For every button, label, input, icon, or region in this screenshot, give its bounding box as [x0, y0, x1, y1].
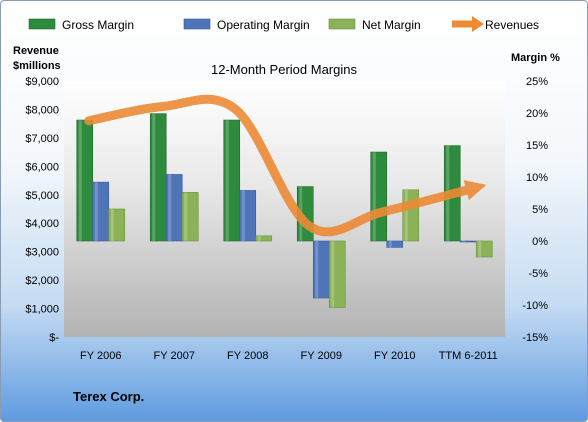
- bar-highlight: [388, 241, 392, 248]
- right-tick-label: -5%: [528, 268, 548, 280]
- left-axis-label-line-1: Revenue: [13, 45, 59, 57]
- category-label: TTM 6-2011: [439, 350, 498, 362]
- company-name: Terex Corp.: [73, 389, 145, 404]
- bar-highlight: [331, 241, 335, 308]
- bar-highlight: [257, 235, 261, 241]
- bar-highlight: [94, 182, 98, 241]
- bar-highlight: [478, 241, 482, 257]
- category-label: FY 2010: [374, 350, 415, 362]
- bar-net-margin: [181, 192, 199, 242]
- bar-net-margin: [475, 240, 493, 258]
- left-tick-label: $5,000: [25, 190, 59, 202]
- right-tick-label: 25%: [526, 76, 548, 88]
- left-tick-label: $9,000: [25, 76, 59, 88]
- bar-highlight: [110, 209, 114, 241]
- bar-highlight: [168, 174, 172, 241]
- left-tick-label: $-: [49, 332, 59, 344]
- left-tick-label: $2,000: [25, 275, 59, 287]
- bar-gross-margin: [223, 119, 241, 242]
- bar-highlight: [152, 113, 156, 241]
- legend-arrow: [472, 16, 484, 32]
- bar-net-margin: [108, 208, 126, 242]
- right-tick-label: 10%: [526, 172, 548, 184]
- bar-operating-margin: [239, 190, 257, 242]
- bar-operating-margin: [386, 240, 404, 248]
- right-axis-label: Margin %: [511, 52, 560, 64]
- bar-highlight: [404, 189, 408, 241]
- left-tick-label: $6,000: [25, 161, 59, 173]
- legend-label: Gross Margin: [62, 18, 134, 32]
- bar-highlight: [315, 241, 319, 298]
- chart-title: 12-Month Period Margins: [211, 62, 357, 77]
- revenue-line: [84, 94, 487, 237]
- category-label: FY 2006: [80, 350, 121, 362]
- bar-highlight: [462, 241, 466, 242]
- bar-net-margin: [328, 240, 346, 308]
- right-tick-label: 20%: [526, 108, 548, 120]
- bar-highlight: [241, 190, 245, 241]
- right-axis-ticks: -15% -10% -5% 0% 5% 10% 15% 20% 25%: [522, 76, 548, 344]
- category-label: FY 2009: [301, 350, 342, 362]
- bar-highlight: [225, 120, 229, 241]
- left-tick-label: $8,000: [25, 104, 59, 116]
- category-label: FY 2007: [154, 350, 195, 362]
- right-tick-label: 0%: [532, 236, 548, 248]
- bar-highlight: [372, 152, 376, 241]
- legend-label: Net Margin: [362, 18, 421, 32]
- legend-swatch: [328, 18, 356, 30]
- category-label: FY 2008: [227, 350, 268, 362]
- bar-highlight: [184, 192, 188, 241]
- legend-label: Revenues: [485, 18, 539, 32]
- right-tick-label: -10%: [522, 300, 548, 312]
- bar-highlight: [78, 120, 82, 241]
- left-axis-label-line-2: $millions: [13, 60, 61, 72]
- left-axis-ticks: $- $1,000 $2,000 $3,000 $4,000 $5,000 $6,000 $7…: [25, 76, 59, 344]
- left-tick-label: $1,000: [25, 304, 59, 316]
- bar-net-margin: [255, 235, 273, 242]
- left-tick-label: $3,000: [25, 247, 59, 259]
- legend: Gross Margin Operating Margin Net Margin Re…: [28, 16, 539, 32]
- revenue-line-path: [84, 94, 487, 237]
- left-tick-label: $7,000: [25, 133, 59, 145]
- legend-swatch: [28, 18, 56, 30]
- left-tick-label: $4,000: [25, 218, 59, 230]
- right-tick-label: 5%: [532, 204, 548, 216]
- category-labels: FY 2006 FY 2007 FY 2008 FY 2009 FY 2010 TTM 6…: [80, 350, 498, 362]
- plot-area: [64, 81, 505, 337]
- right-tick-label: -15%: [522, 332, 548, 344]
- right-tick-label: 15%: [526, 140, 548, 152]
- legend-label: Operating Margin: [217, 18, 310, 32]
- legend-swatch: [183, 18, 211, 30]
